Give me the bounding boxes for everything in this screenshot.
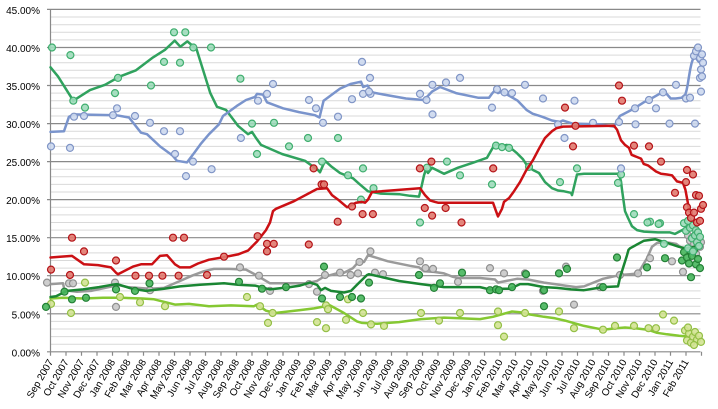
svg-text:10.00%: 10.00%	[6, 272, 40, 283]
svg-text:40.00%: 40.00%	[6, 44, 40, 55]
svg-text:5.00%: 5.00%	[12, 310, 40, 321]
svg-text:15.00%: 15.00%	[6, 234, 40, 245]
svg-text:30.00%: 30.00%	[6, 120, 40, 131]
svg-text:35.00%: 35.00%	[6, 82, 40, 93]
svg-text:0.00%: 0.00%	[12, 348, 40, 359]
svg-text:20.00%: 20.00%	[6, 196, 40, 207]
svg-text:25.00%: 25.00%	[6, 158, 40, 169]
svg-text:45.00%: 45.00%	[6, 6, 40, 17]
